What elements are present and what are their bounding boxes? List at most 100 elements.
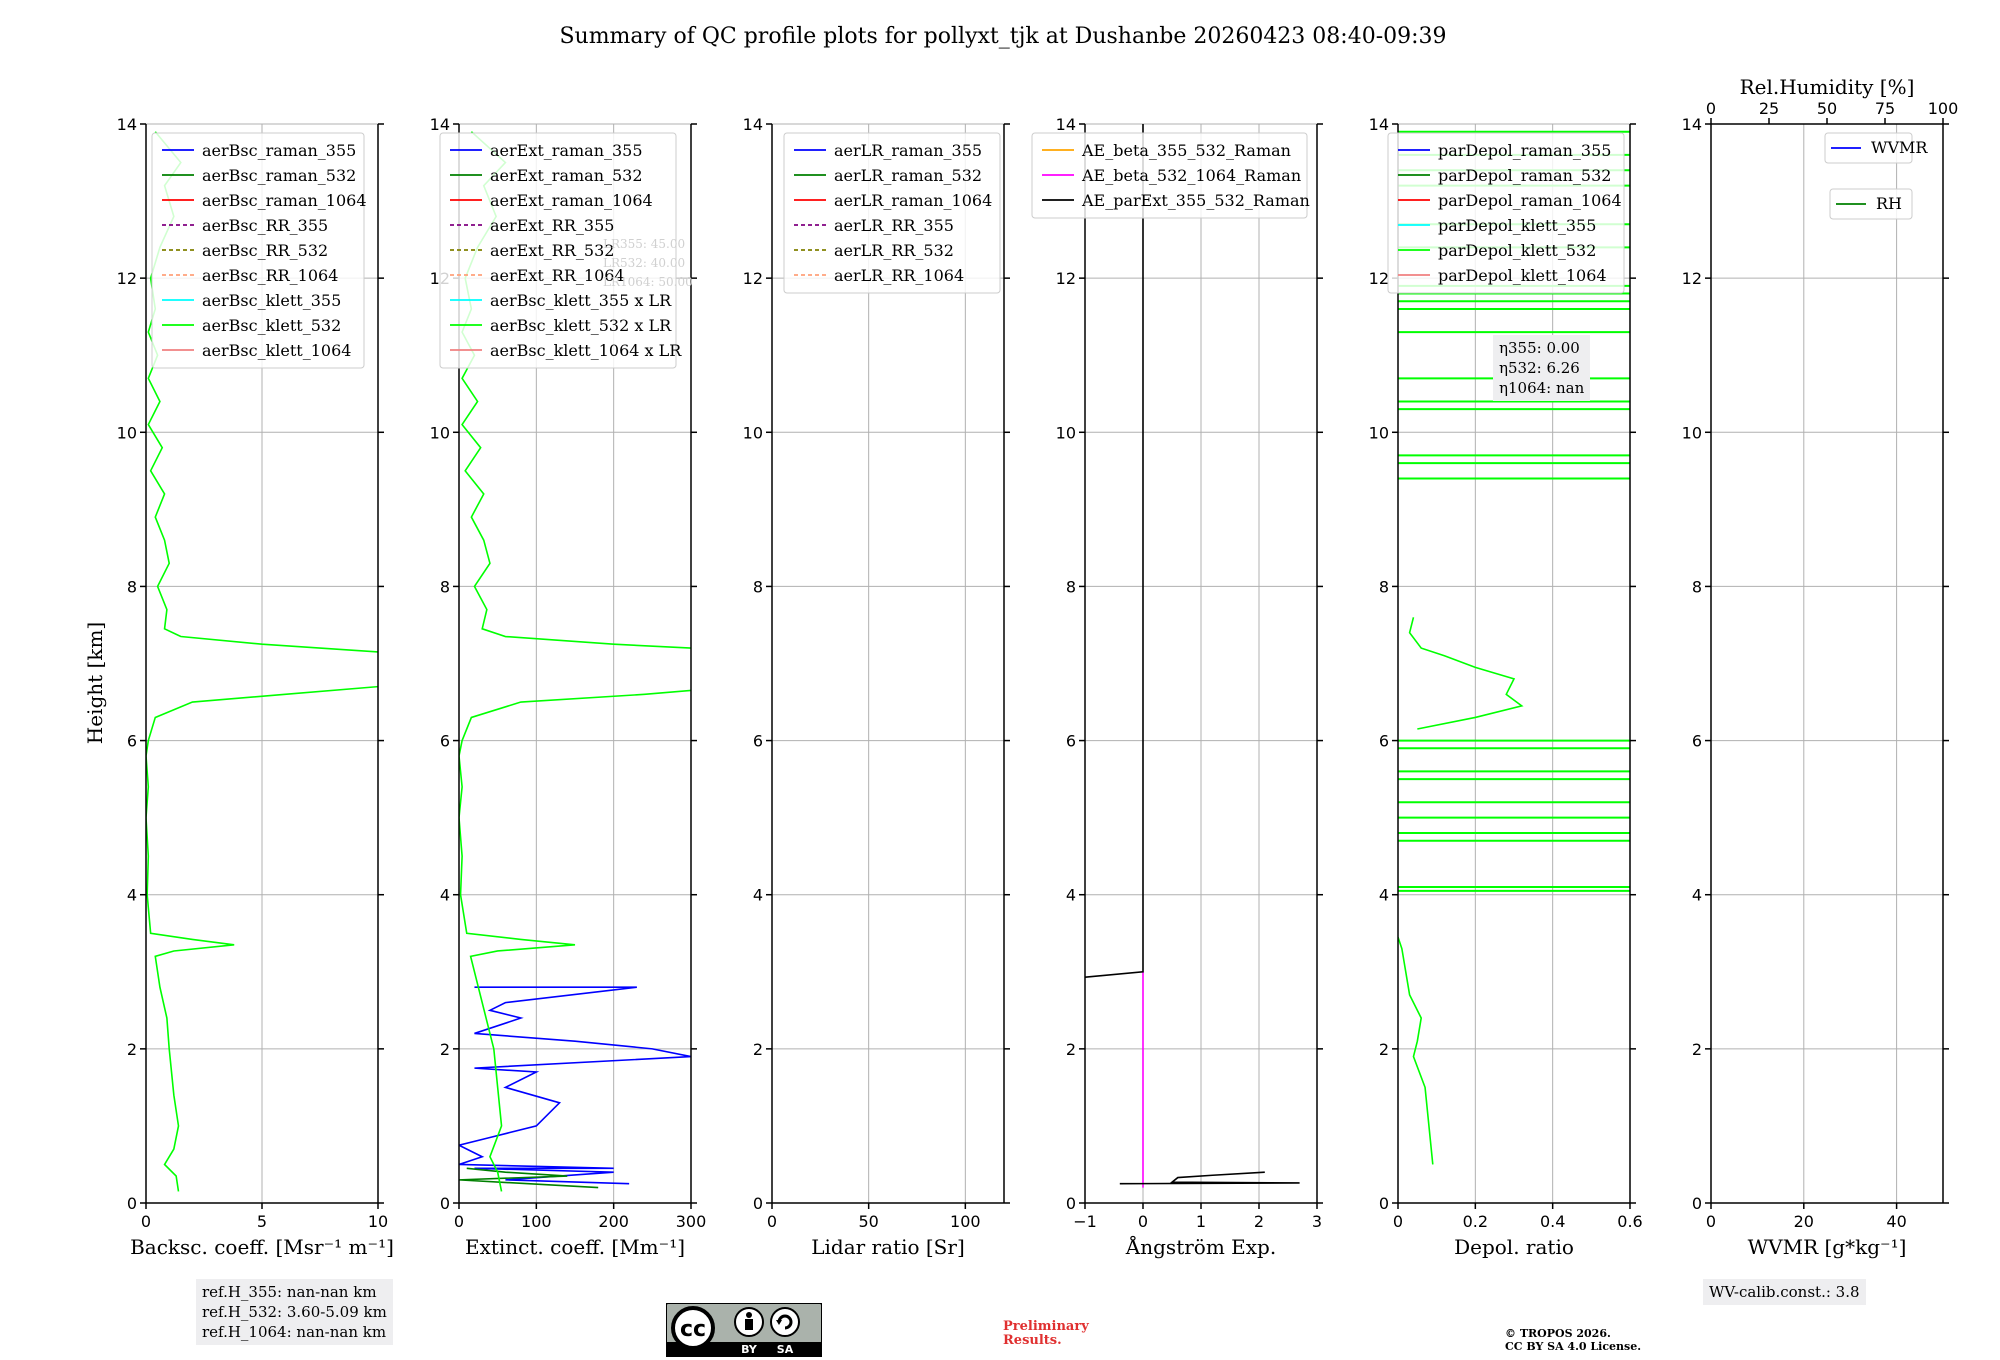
x-tick-label: 0 <box>454 1212 464 1231</box>
legend-WVMR: WVMR <box>1824 132 1928 164</box>
series-line-parDepol_klett_532-low <box>1398 936 1434 1165</box>
legend: aerExt_raman_355 aerExt_raman_532 aerExt_r… <box>439 132 682 369</box>
y-tick-label: 6 <box>1066 732 1076 751</box>
y-tick-label: 0 <box>1379 1194 1389 1213</box>
y-tick-label: 4 <box>1066 886 1076 905</box>
x-tick-label: 5 <box>257 1212 267 1231</box>
y-tick-label: 8 <box>1692 577 1702 596</box>
eta-1064: η1064: nan <box>1499 379 1585 397</box>
y-tick-label: 8 <box>753 577 763 596</box>
x-tick-label: 0 <box>1138 1212 1148 1231</box>
y-tick-label: 8 <box>127 577 137 596</box>
y-tick-label: 10 <box>117 423 137 442</box>
x-tick-label: 0 <box>767 1212 777 1231</box>
y-tick-label: 12 <box>117 269 137 288</box>
legend-label: aerLR_raman_1064 <box>834 191 992 210</box>
y-tick-label: 14 <box>1369 115 1389 134</box>
y-tick-label: 0 <box>1692 1194 1702 1213</box>
legend: parDepol_raman_355 parDepol_raman_532 parD… <box>1387 132 1625 294</box>
legend-label: aerBsc_klett_355 <box>202 291 341 310</box>
lr-faint-532: LR532: 40.00 <box>603 256 686 270</box>
legend-label: aerExt_raman_1064 <box>490 191 653 210</box>
legend-label: aerLR_RR_532 <box>834 241 954 260</box>
y-tick-label: 6 <box>1379 732 1389 751</box>
figure-title: Summary of QC profile plots for pollyxt_… <box>559 24 1446 49</box>
legend: aerBsc_raman_355 aerBsc_raman_532 aerBsc_r… <box>151 132 367 369</box>
x-tick-label: 100 <box>950 1212 981 1231</box>
y-tick-label: 14 <box>430 115 450 134</box>
legend-box <box>1387 132 1625 294</box>
x2-tick-label: 25 <box>1759 99 1779 118</box>
eta-note: η355: 0.00 η532: 6.26 η1064: nan <box>1493 335 1591 401</box>
legend-box <box>1829 188 1913 220</box>
y-tick-label: 0 <box>1066 1194 1076 1213</box>
legend-label: aerExt_RR_532 <box>490 241 614 260</box>
panel-backscatter: 0 2 4 6 8 10 12 14 0 5 10 Backsc. coeff. [Msr⁻¹ m⁻¹… <box>117 115 394 1259</box>
legend-label: aerBsc_klett_532 <box>202 316 341 335</box>
x2-axis-label: Rel.Humidity [%] <box>1740 75 1915 99</box>
x-tick-label: 2 <box>1254 1212 1264 1231</box>
data-lines <box>1085 124 1300 1188</box>
legend-label: parDepol_raman_355 <box>1438 141 1611 160</box>
cc-text: cc <box>680 1317 706 1342</box>
cc-circle-icon <box>671 1306 715 1350</box>
y-tick-label: 10 <box>743 423 763 442</box>
y-tick-label: 12 <box>743 269 763 288</box>
series-line-aerExt_raman_355 <box>459 986 691 1185</box>
series-line-aerExt_raman_532 <box>459 1167 599 1189</box>
copyright-note: © TROPOS 2026. CC BY SA 4.0 License. <box>1505 1327 1641 1353</box>
y-tick-label: 0 <box>753 1194 763 1213</box>
x-tick-label: 0 <box>141 1212 151 1231</box>
legend-label: aerBsc_klett_1064 <box>202 341 351 360</box>
prelim-line-1: Preliminary <box>1003 1319 1089 1334</box>
eta-532: η532: 6.26 <box>1499 359 1580 377</box>
series-line-parDepol_klett_532-mid <box>1408 617 1524 730</box>
series-line-AE_parExt_355_532_Raman <box>1085 124 1144 978</box>
legend-label: AE_parExt_355_532_Raman <box>1081 191 1310 210</box>
y-tick-label: 14 <box>1056 115 1076 134</box>
legend-box <box>439 132 677 369</box>
legend-label: aerBsc_klett_532 x LR <box>490 316 672 335</box>
refh-355: ref.H_355: nan-nan km <box>202 1283 377 1301</box>
x-axis-label: Extinct. coeff. [Mm⁻¹] <box>465 1235 685 1259</box>
legend-label: aerBsc_klett_1064 x LR <box>490 341 682 360</box>
x2-tick-label: 100 <box>1928 99 1959 118</box>
legend-label: aerBsc_RR_355 <box>202 216 328 235</box>
copyright-line-1: © TROPOS 2026. <box>1505 1327 1611 1340</box>
x-tick-label: 300 <box>676 1212 707 1231</box>
x-tick-label: 20 <box>1794 1212 1814 1231</box>
y-tick-label: 4 <box>127 886 137 905</box>
x-axis-label: Depol. ratio <box>1454 1235 1574 1259</box>
sa-share-icon <box>770 1307 800 1337</box>
y-tick-label: 8 <box>1379 577 1389 596</box>
x-tick-label: 50 <box>858 1212 878 1231</box>
sa-label: SA <box>777 1343 794 1356</box>
x-tick-label: 0.6 <box>1617 1212 1642 1231</box>
cc-by-sa-logo: cc BY SA <box>666 1303 822 1357</box>
series-line-aerBsc_klett_532 <box>146 685 378 1192</box>
y-tick-label: 2 <box>753 1040 763 1059</box>
y-tick-label: 6 <box>753 732 763 751</box>
x2-tick-label: 75 <box>1875 99 1895 118</box>
y-axis-label: Height [km] <box>83 622 107 744</box>
y-tick-label: 10 <box>1056 423 1076 442</box>
legend-label: aerExt_raman_355 <box>490 141 643 160</box>
legend-box <box>1031 132 1308 219</box>
y-tick-label: 4 <box>1379 886 1389 905</box>
legend-label: aerBsc_RR_532 <box>202 241 328 260</box>
legend-label: WVMR <box>1871 138 1928 157</box>
legend-label: AE_beta_532_1064_Raman <box>1081 166 1301 185</box>
legend-box <box>151 132 365 369</box>
y-tick-label: 8 <box>1066 577 1076 596</box>
x-tick-label: 100 <box>521 1212 552 1231</box>
reference-height-note: ref.H_355: nan-nan km ref.H_532: 3.60-5.… <box>196 1279 393 1345</box>
prelim-line-2: Results. <box>1003 1333 1062 1348</box>
x-tick-label: 10 <box>368 1212 388 1231</box>
series-line-aerBsc_klett_532-x-LR <box>459 689 691 1192</box>
refh-532: ref.H_532: 3.60-5.09 km <box>202 1303 387 1321</box>
legend-label: aerBsc_RR_1064 <box>202 266 338 285</box>
y-tick-label: 0 <box>440 1194 450 1213</box>
refh-1064: ref.H_1064: nan-nan km <box>202 1323 387 1341</box>
legend-label: parDepol_raman_532 <box>1438 166 1611 185</box>
